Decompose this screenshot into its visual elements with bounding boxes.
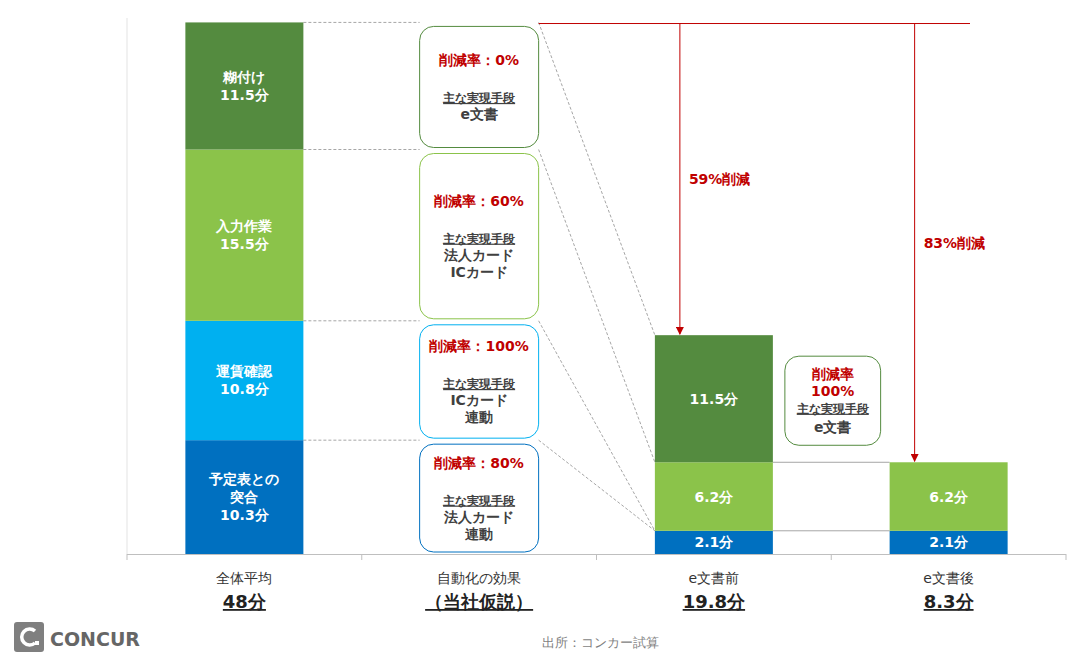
connector-line: [303, 149, 419, 150]
chart-svg: 予定表との突合 10.3分 2.1分 2.1分 運賃確認 10.8分 入力作業 15.5分 6.…: [0, 0, 1085, 667]
callout-box: [420, 325, 539, 438]
series-name-label: 運賃確認: [215, 363, 273, 379]
category-separator: [831, 554, 832, 560]
bridge-callout-title: 主な実現手段: [796, 402, 870, 416]
bridge-callout-means: e文書: [814, 419, 852, 435]
value-label: 15.5分: [220, 236, 270, 252]
category-label: e文書前: [689, 570, 740, 586]
category-separator: [127, 554, 128, 560]
value-label: 6.2分: [929, 489, 969, 505]
callouts: 削減率：80%主な実現手段法人カード連動削減率：100%主な実現手段ICカード連…: [420, 26, 881, 552]
series-name-label: 入力作業: [215, 218, 272, 234]
bar-segment: [655, 531, 773, 554]
bar-segment: [185, 22, 303, 149]
bar-segment: [655, 462, 773, 531]
logo: CONCUR: [14, 622, 140, 652]
category-sublabel: （当社仮説）: [425, 591, 533, 612]
bar-segment: [890, 531, 1008, 554]
reduction-label: 83%削減: [924, 235, 986, 251]
callout-rate: 削減率：0%: [438, 52, 519, 68]
callout-means: 法人カード: [443, 247, 514, 263]
callout-means-title: 主な実現手段: [442, 377, 516, 391]
bridge-callout-rate: 100%: [811, 383, 854, 399]
connector-line: [539, 440, 655, 531]
series-name-line: 糊付け: [222, 69, 265, 85]
connector-line: [539, 150, 655, 463]
data-labels: 予定表との突合 10.3分 2.1分 2.1分 運賃確認 10.8分 入力作業 15.5分 6.…: [208, 69, 969, 550]
connector-line: [303, 440, 419, 441]
value-label: 11.5分: [690, 391, 740, 407]
category-sublabel: 8.3分: [924, 591, 975, 612]
y-axis-line: [127, 18, 128, 554]
series-name-label: 予定表との突合: [208, 471, 279, 505]
value-label: 2.1分: [694, 534, 734, 550]
series-name-line: 予定表との: [208, 471, 279, 487]
connectors: [303, 22, 889, 530]
bridge-callout-box: [785, 356, 881, 445]
category-label: 自動化の効果: [437, 570, 521, 586]
reference-line: [539, 23, 970, 24]
source-note: 出所：コンカー試算: [542, 635, 659, 650]
series-name-line: 突合: [229, 489, 258, 505]
reduction-label: 59%削減: [689, 171, 751, 187]
callout-box: [420, 26, 539, 147]
bridge-line: [773, 530, 890, 531]
logo-icon-c: [22, 629, 35, 645]
connector-line: [539, 321, 655, 531]
logo-icon: [14, 622, 44, 652]
reduction-arrow: [679, 24, 680, 335]
category-separator: [596, 554, 597, 560]
bar-segment: [185, 440, 303, 554]
bar-segment: [655, 335, 773, 462]
value-label: 2.1分: [929, 534, 969, 550]
callout-box: [420, 154, 539, 319]
callout-means: ICカード: [450, 264, 507, 280]
callout-rate: 削減率：100%: [428, 338, 528, 354]
category-sublabel: 48分: [223, 591, 267, 612]
chart-container: 予定表との突合 10.3分 2.1分 2.1分 運賃確認 10.8分 入力作業 15.5分 6.…: [0, 0, 1085, 667]
series-name-line: 運賃確認: [215, 363, 273, 379]
callout-means: 連動: [464, 526, 493, 542]
callout-box: [420, 444, 539, 552]
callout-means: 連動: [464, 409, 493, 425]
callout-means: 法人カード: [443, 509, 514, 525]
x-tick-labels: 全体平均 48分 自動化の効果 （当社仮説） e文書前 19.8分 e文書後 8.3分: [216, 570, 974, 612]
bridge-callout-rate: 削減率: [811, 366, 854, 382]
series-name-label: 糊付け: [222, 69, 265, 85]
bar-segment: [890, 462, 1008, 531]
reduction-arrow: [914, 24, 915, 462]
bridge-line: [773, 462, 890, 463]
bar-segment: [185, 150, 303, 321]
callout-means: ICカード: [450, 392, 507, 408]
callout-rate: 削減率：80%: [433, 455, 524, 471]
value-label: 11.5分: [220, 87, 270, 103]
connector-line: [303, 320, 419, 321]
callout-rate: 削減率：60%: [433, 193, 524, 209]
category-separator: [361, 554, 362, 560]
callout-means-title: 主な実現手段: [442, 494, 516, 508]
series-name-line: 入力作業: [215, 218, 272, 234]
value-label: 10.3分: [220, 507, 270, 523]
connector-line: [539, 22, 655, 335]
logo-icon-dot: [35, 641, 39, 645]
category-label: e文書後: [923, 570, 974, 586]
value-label: 10.8分: [220, 381, 270, 397]
category-sublabel: 19.8分: [683, 591, 746, 612]
callout-means-title: 主な実現手段: [442, 232, 516, 246]
category-separator: [1066, 554, 1067, 560]
logo-text: CONCUR: [50, 628, 140, 650]
reduction-arrows: 59%削減 83%削減: [539, 24, 986, 462]
connector-line: [303, 22, 419, 23]
callout-means: e文書: [460, 106, 498, 122]
callout-means-title: 主な実現手段: [442, 91, 516, 105]
bar-segment: [185, 321, 303, 440]
value-label: 6.2分: [694, 489, 734, 505]
bars: [185, 22, 1007, 554]
category-label: 全体平均: [216, 570, 272, 586]
